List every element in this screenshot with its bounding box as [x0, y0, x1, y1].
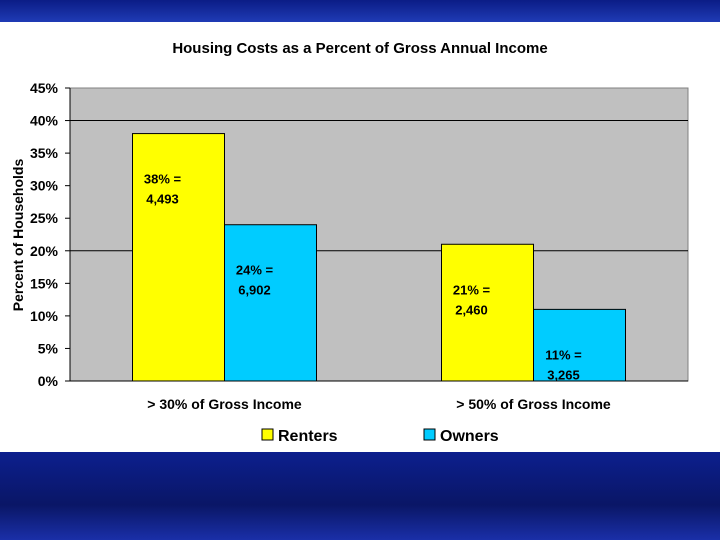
data-label: 4,493	[146, 192, 179, 207]
y-tick-label: 15%	[30, 275, 59, 291]
x-tick-label: > 50% of Gross Income	[456, 396, 611, 412]
data-label: 24% =	[236, 263, 274, 278]
bar-owners	[533, 308, 626, 382]
data-label: 21% =	[453, 282, 491, 297]
bar-renters	[132, 133, 225, 382]
y-tick-label: 5%	[38, 340, 59, 356]
y-tick-label: 10%	[30, 308, 59, 324]
legend-label-owners: Owners	[440, 428, 499, 445]
data-label: 11% =	[545, 347, 582, 362]
y-axis-label: Percent of Households	[10, 159, 26, 312]
bottom-band	[0, 452, 720, 540]
data-label: 38% =	[144, 172, 182, 187]
y-tick-label: 35%	[30, 145, 59, 161]
y-tick-label: 0%	[38, 373, 59, 389]
legend-swatch-owners	[423, 428, 436, 441]
bar-owners	[224, 224, 317, 382]
y-tick-label: 30%	[30, 178, 59, 194]
x-tick-label: > 30% of Gross Income	[147, 396, 302, 412]
chart-title: Housing Costs as a Percent of Gross Annu…	[172, 40, 547, 57]
y-tick-label: 40%	[30, 113, 59, 129]
bar-renters	[441, 243, 534, 382]
legend-swatch-renters	[261, 428, 274, 441]
data-label: 2,460	[455, 302, 488, 317]
top-band	[0, 0, 720, 22]
data-label: 3,265	[547, 367, 580, 382]
y-tick-label: 20%	[30, 243, 59, 259]
y-tick-label: 25%	[30, 210, 59, 226]
y-tick-label: 45%	[30, 80, 59, 96]
data-label: 6,902	[238, 283, 271, 298]
legend-label-renters: Renters	[278, 428, 338, 445]
